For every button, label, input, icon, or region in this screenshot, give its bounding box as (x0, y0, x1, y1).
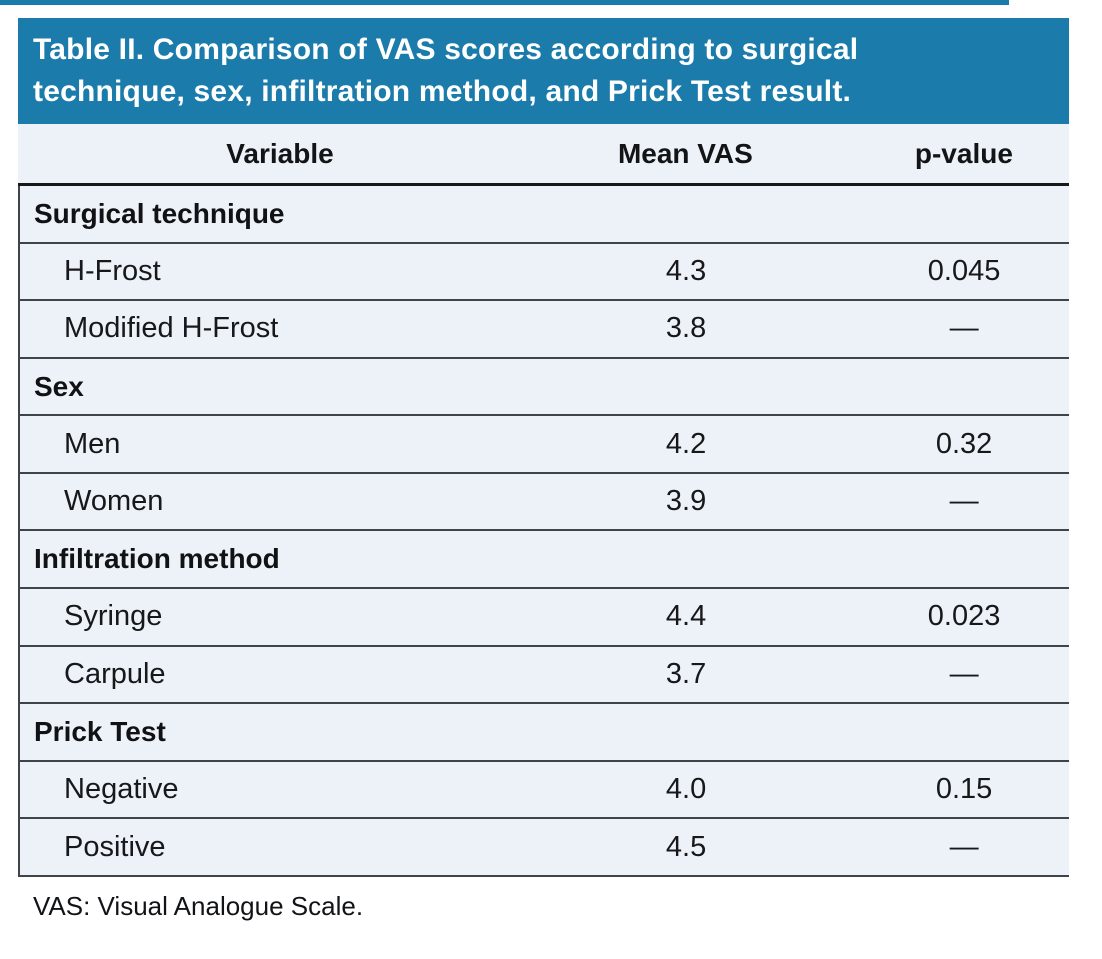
table-row: Men 4.2 0.32 (20, 416, 1069, 474)
row-variable-label: Men (64, 427, 121, 460)
vas-comparison-table: Table II. Comparison of VAS scores accor… (18, 18, 1069, 922)
table-row: Carpule 3.7 — (20, 646, 1069, 705)
table-row: Women 3.9 — (20, 473, 1069, 532)
section-header-row: Sex (20, 358, 1069, 417)
row-p-value: — (949, 312, 979, 345)
section-label: Prick Test (34, 715, 166, 747)
row-variable-label: Syringe (64, 600, 163, 633)
table-row: Negative 4.0 0.15 (20, 761, 1069, 820)
section-header-row: Infiltration method (20, 531, 1069, 590)
table-row: Positive 4.5 — (20, 819, 1069, 877)
table-title: Table II. Comparison of VAS scores accor… (18, 18, 1069, 124)
row-variable-label: Women (64, 485, 164, 518)
table-footnote: VAS: Visual Analogue Scale. (33, 890, 364, 921)
row-p-value: 0.15 (935, 773, 993, 806)
section-label: Surgical technique (34, 197, 285, 229)
row-variable-label: Positive (64, 830, 166, 863)
row-variable-label: H-Frost (64, 254, 161, 287)
row-p-value: — (949, 657, 979, 690)
row-mean-vas-value: 4.4 (665, 600, 707, 633)
row-mean-vas-value: 4.3 (665, 254, 707, 287)
column-header-variable: Variable (226, 137, 334, 169)
table-column-header-row: Variable Mean VAS p-value (18, 124, 1069, 186)
section-header-row: Surgical technique (20, 186, 1069, 244)
row-p-value: 0.045 (927, 254, 1001, 287)
row-p-value: — (949, 485, 979, 518)
row-variable-label: Modified H-Frost (64, 312, 279, 345)
row-mean-vas-value: 3.8 (665, 312, 707, 345)
row-mean-vas-value: 4.0 (665, 773, 707, 806)
section-label: Infiltration method (34, 543, 280, 575)
section-header-row: Prick Test (20, 704, 1069, 762)
row-p-value: 0.023 (927, 600, 1001, 633)
table-body: Surgical technique H-Frost 4.3 0.045 Modifie… (18, 186, 1069, 877)
table-row: Modified H-Frost 3.8 — (20, 301, 1069, 359)
column-header-p-value: p-value (914, 137, 1013, 169)
row-mean-vas-value: 3.9 (665, 485, 707, 518)
row-mean-vas-value: 4.5 (665, 830, 707, 863)
row-p-value: — (949, 830, 979, 863)
table-row: H-Frost 4.3 0.045 (20, 243, 1069, 302)
page-top-accent-bar (0, 0, 1009, 5)
row-variable-label: Negative (64, 773, 179, 806)
column-header-mean-vas: Mean VAS (617, 137, 753, 169)
row-p-value: 0.32 (935, 427, 993, 460)
table-row: Syringe 4.4 0.023 (20, 589, 1069, 647)
section-label: Sex (34, 370, 84, 402)
row-variable-label: Carpule (64, 657, 166, 690)
table-title-line: technique, sex, infiltration method, and… (33, 75, 852, 108)
table-title-line: Table II. Comparison of VAS scores accor… (33, 33, 859, 66)
row-mean-vas-value: 3.7 (665, 657, 707, 690)
row-mean-vas-value: 4.2 (665, 427, 707, 460)
